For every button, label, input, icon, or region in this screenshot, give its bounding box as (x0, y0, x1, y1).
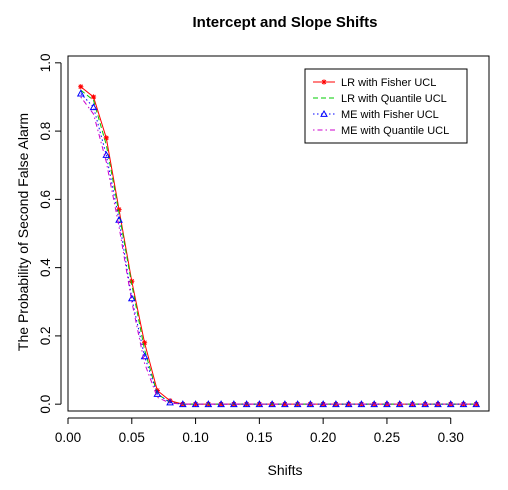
x-tick-label: 0.30 (438, 430, 464, 445)
series-line (80, 96, 477, 405)
legend-label: ME with Quantile UCL (341, 125, 449, 137)
data-point-marker (282, 401, 288, 407)
data-point-marker (167, 398, 173, 404)
data-point-marker (320, 109, 328, 117)
y-tick-label: 0.2 (38, 327, 53, 346)
data-point-marker (192, 401, 199, 407)
y-tick-label: 0.0 (38, 395, 53, 414)
y-axis-label: The Probability of Second False Alarm (15, 113, 31, 351)
y-axis: 0.0 0.2 0.4 0.6 0.8 1.0 (38, 53, 62, 414)
x-axis: 0.00 0.05 0.10 0.15 0.20 0.25 0.30 (55, 417, 464, 445)
data-point-marker (116, 207, 122, 213)
legend-item: ME with Fisher UCL (313, 109, 439, 121)
y-tick-label: 0.8 (38, 122, 53, 141)
series-group (76, 84, 481, 408)
chart-title: Intercept and Slope Shifts (192, 14, 377, 31)
x-tick-label: 0.05 (119, 430, 145, 445)
legend: LR with Fisher UCL LR with Quantile UCL ME… (304, 68, 468, 144)
legend-item: LR with Fisher UCL (313, 77, 436, 89)
legend-label: LR with Fisher UCL (341, 77, 436, 89)
data-point-marker (166, 398, 174, 406)
x-tick-label: 0.20 (310, 430, 336, 445)
y-tick-label: 1.0 (38, 53, 53, 72)
data-point-marker (129, 278, 135, 284)
data-point-marker (103, 135, 109, 141)
data-point-marker (76, 89, 85, 97)
data-point-marker (473, 401, 479, 407)
y-tick-label: 0.6 (38, 190, 53, 209)
x-tick-label: 0.10 (182, 430, 208, 445)
y-tick-label: 0.4 (38, 258, 53, 277)
data-point-marker (78, 84, 84, 90)
series-4 (80, 96, 477, 405)
data-point-marker (141, 340, 148, 346)
x-axis-label: Shifts (267, 462, 302, 478)
data-point-marker (90, 94, 97, 100)
data-point-marker (127, 294, 136, 302)
data-point-marker (218, 401, 224, 407)
legend-item: ME with Quantile UCL (313, 125, 449, 137)
data-point-marker (89, 103, 98, 111)
x-tick-label: 0.00 (55, 430, 81, 445)
plot-frame (67, 55, 490, 412)
legend-item: LR with Quantile UCL (313, 93, 447, 105)
data-point-marker (321, 79, 327, 85)
legend-label: ME with Fisher UCL (341, 109, 439, 121)
x-tick-label: 0.25 (374, 430, 400, 445)
x-tick-label: 0.15 (246, 430, 272, 445)
data-point-marker (256, 401, 262, 407)
legend-label: LR with Quantile UCL (341, 93, 447, 105)
legend-box (304, 68, 468, 144)
